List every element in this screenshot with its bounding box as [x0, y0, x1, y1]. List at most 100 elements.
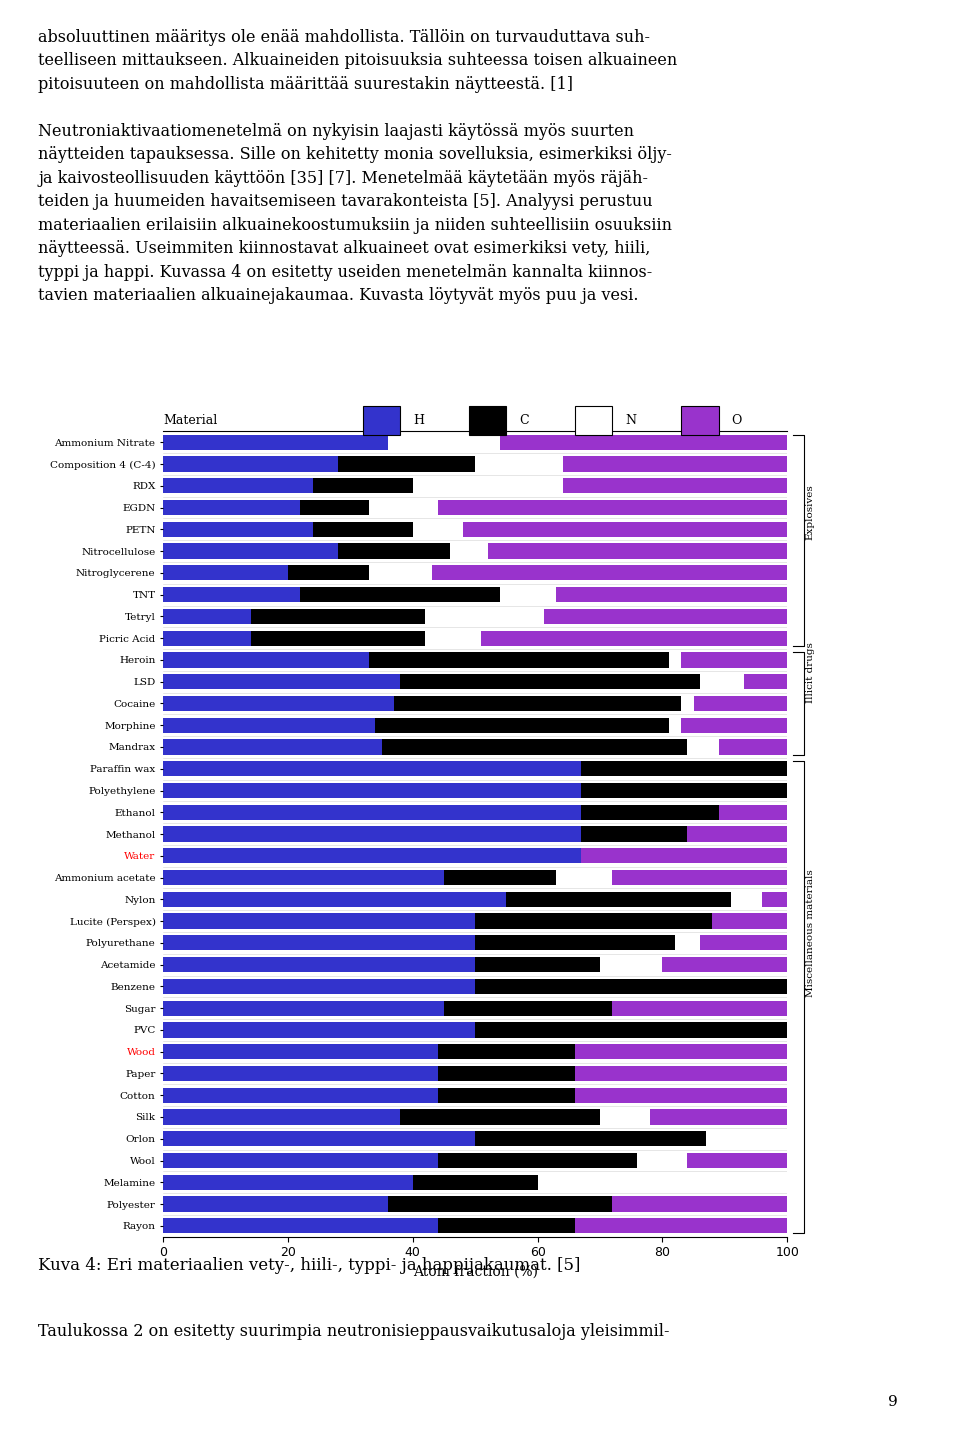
Bar	[338, 456, 475, 472]
Bar	[163, 653, 369, 667]
Bar	[369, 500, 438, 515]
Text: Explosives: Explosives	[805, 485, 815, 541]
Bar	[413, 479, 563, 493]
Bar	[475, 1132, 706, 1146]
Text: Material: Material	[163, 414, 218, 427]
Bar	[581, 761, 787, 777]
Bar	[438, 500, 787, 515]
Bar	[707, 1132, 787, 1146]
Bar	[163, 608, 251, 624]
Bar	[163, 805, 581, 820]
Bar	[438, 1044, 575, 1060]
Bar	[163, 979, 475, 994]
Bar	[163, 848, 581, 863]
Bar	[251, 630, 425, 646]
Bar	[163, 696, 394, 710]
Bar	[543, 608, 787, 624]
Bar	[400, 1109, 600, 1125]
Bar	[612, 870, 787, 886]
Bar	[687, 827, 787, 841]
Bar	[413, 522, 463, 536]
Bar	[612, 1196, 787, 1212]
Bar	[488, 544, 787, 559]
Bar	[469, 407, 507, 434]
Bar	[300, 587, 500, 603]
Bar	[413, 1175, 538, 1189]
Bar	[438, 1218, 575, 1234]
Bar	[163, 782, 581, 798]
Bar	[438, 1066, 575, 1081]
Bar	[693, 696, 787, 710]
Bar	[556, 587, 787, 603]
Bar	[700, 935, 787, 951]
Bar	[450, 544, 488, 559]
Bar	[313, 479, 413, 493]
Bar	[743, 674, 787, 689]
Bar	[163, 1153, 438, 1168]
X-axis label: Atom fraction (%): Atom fraction (%)	[413, 1265, 538, 1278]
Bar	[163, 1044, 438, 1060]
Text: O: O	[732, 414, 741, 427]
Bar	[163, 522, 313, 536]
Bar	[600, 1109, 650, 1125]
Bar	[163, 1218, 438, 1234]
Bar	[682, 653, 787, 667]
Bar	[394, 696, 681, 710]
Bar	[700, 674, 743, 689]
Bar	[682, 696, 693, 710]
Bar	[687, 1153, 787, 1168]
Bar	[662, 958, 787, 972]
Bar	[251, 608, 425, 624]
Bar	[444, 1001, 612, 1015]
Bar	[563, 456, 787, 472]
Text: C: C	[518, 414, 529, 427]
Bar	[575, 407, 612, 434]
Bar	[637, 1153, 687, 1168]
Bar	[762, 892, 787, 907]
Bar	[650, 1109, 787, 1125]
Bar	[575, 1044, 787, 1060]
Bar	[575, 1087, 787, 1103]
Bar	[369, 653, 668, 667]
Bar	[575, 1066, 787, 1081]
Text: H: H	[413, 414, 423, 427]
Bar	[431, 565, 787, 581]
Bar	[163, 1001, 444, 1015]
Text: absoluuttinen määritys ole enää mahdollista. Tällöin on turvauduttava suh-
teell: absoluuttinen määritys ole enää mahdolli…	[38, 29, 678, 305]
Bar	[382, 739, 687, 755]
Bar	[163, 1175, 413, 1189]
Bar	[507, 892, 732, 907]
Bar	[687, 739, 718, 755]
Bar	[575, 1218, 787, 1234]
Bar	[363, 407, 400, 434]
Bar	[163, 674, 400, 689]
Text: Miscellaneous materials: Miscellaneous materials	[805, 870, 815, 998]
Bar	[163, 718, 375, 733]
Bar	[163, 761, 581, 777]
Bar	[163, 913, 475, 929]
Bar	[163, 434, 388, 450]
Bar	[556, 870, 612, 886]
Bar	[388, 1196, 612, 1212]
Bar	[163, 1132, 475, 1146]
Bar	[163, 958, 475, 972]
Bar	[475, 1022, 787, 1038]
Bar	[668, 718, 682, 733]
Bar	[581, 827, 687, 841]
Bar	[718, 805, 787, 820]
Bar	[600, 958, 662, 972]
Bar	[163, 1087, 438, 1103]
Bar	[163, 739, 382, 755]
Bar	[712, 913, 787, 929]
Bar	[338, 544, 450, 559]
Bar	[163, 870, 444, 886]
Bar	[475, 913, 712, 929]
Bar	[538, 1175, 787, 1189]
Bar	[163, 1196, 388, 1212]
Bar	[163, 544, 338, 559]
Bar	[668, 653, 682, 667]
Bar	[163, 827, 581, 841]
Text: Kuva 4: Eri materiaalien vety-, hiili-, typpi- ja happijakaumat. [5]: Kuva 4: Eri materiaalien vety-, hiili-, …	[38, 1257, 581, 1274]
Bar	[682, 718, 787, 733]
Bar	[581, 805, 718, 820]
